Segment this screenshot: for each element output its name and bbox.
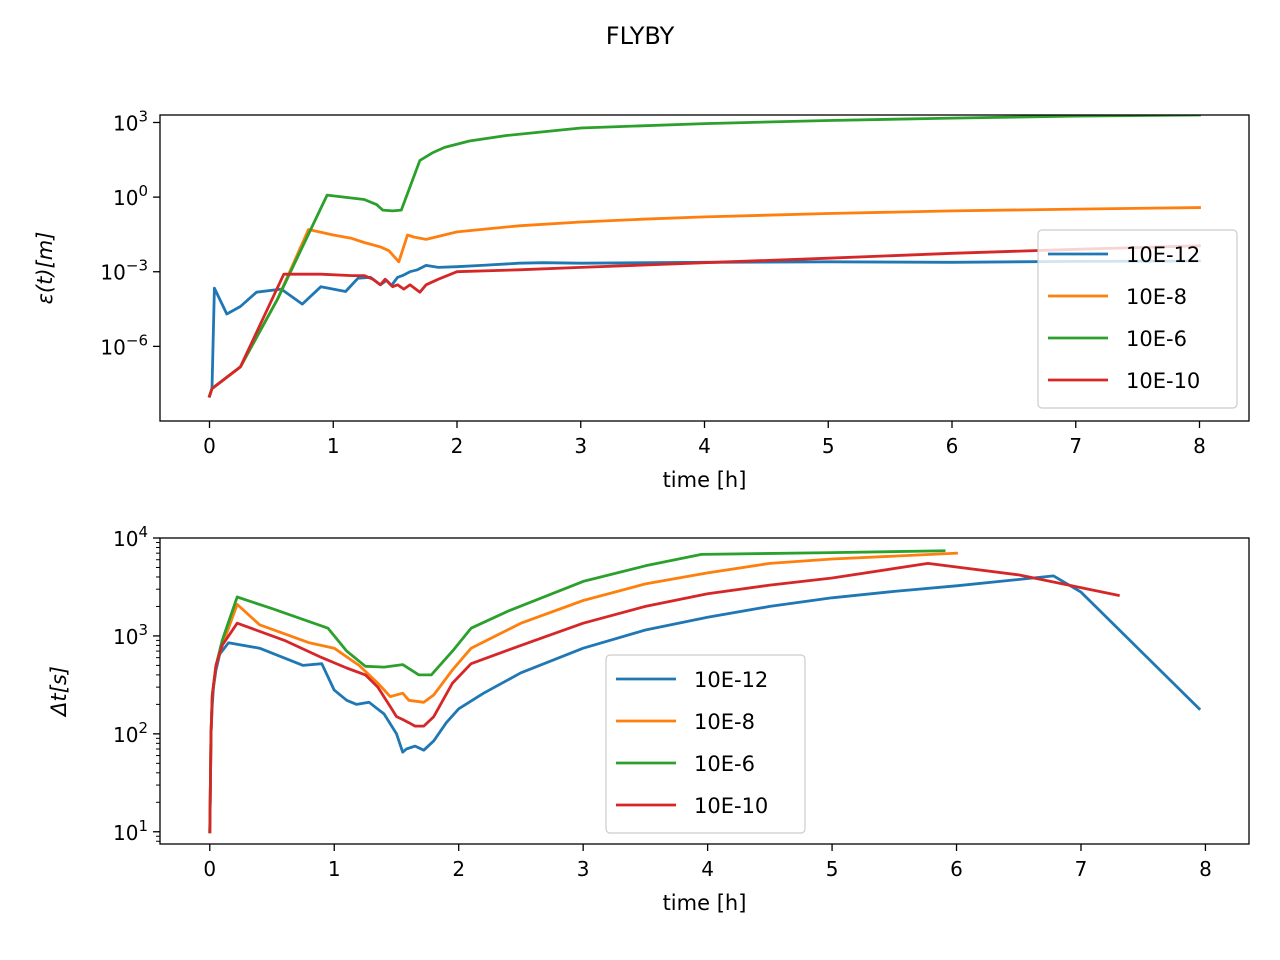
x-tick-label: 5 <box>826 857 839 881</box>
x-tick-label: 8 <box>1199 857 1212 881</box>
x-tick-label: 4 <box>701 857 714 881</box>
legend-label: 10E-12 <box>1126 243 1200 267</box>
x-tick-label: 0 <box>203 857 216 881</box>
x-tick-label: 4 <box>698 434 711 458</box>
y-tick-label: 102 <box>113 719 148 747</box>
series-line-10E-10 <box>208 562 1120 834</box>
legend-frame <box>605 654 806 834</box>
y-tick-label: 10−6 <box>100 331 148 359</box>
x-tick-label: 7 <box>1075 857 1088 881</box>
plot-lines <box>207 115 1201 398</box>
legend-label: 10E-10 <box>694 794 768 818</box>
legend: 10E-12 10E-8 10E-6 10E-10 <box>605 654 806 834</box>
y-axis-label: ε(t)[m] <box>33 232 57 305</box>
plot-lines <box>208 549 1202 834</box>
x-tick-label: 0 <box>203 434 216 458</box>
x-tick-label: 1 <box>328 857 341 881</box>
legend-label: 10E-12 <box>694 668 768 692</box>
y-tick-label: 101 <box>113 817 148 845</box>
series-line-10E-10 <box>207 244 1201 398</box>
y-tick-label: 104 <box>113 523 148 551</box>
legend: 10E-12 10E-8 10E-6 10E-10 <box>1037 229 1238 409</box>
x-axis-label: time [h] <box>663 468 747 492</box>
x-tick-label: 3 <box>577 857 590 881</box>
y-tick-label: 100 <box>113 182 148 210</box>
legend-label: 10E-8 <box>694 710 755 734</box>
x-axis-label: time [h] <box>663 891 747 915</box>
x-tick-label: 7 <box>1069 434 1082 458</box>
legend-frame <box>1037 229 1238 409</box>
x-tick-label: 6 <box>950 857 963 881</box>
figure-title: FLYBY <box>606 22 675 50</box>
x-tick-label: 2 <box>451 434 464 458</box>
y-axis-label: Δt[s] <box>47 666 71 718</box>
y-tick-label: 103 <box>113 621 148 649</box>
legend-label: 10E-10 <box>1126 369 1200 393</box>
y-tick-label: 10−3 <box>100 257 148 285</box>
x-tick-label: 8 <box>1193 434 1206 458</box>
legend-label: 10E-6 <box>694 752 755 776</box>
timestep-chart: 0 1 2 3 4 5 6 7 8 101 102 103 104 time [h] Δt[s] 10E-12… <box>47 523 1250 915</box>
y-tick-label: 103 <box>113 107 148 135</box>
legend-label: 10E-6 <box>1126 327 1187 351</box>
axes-frame <box>159 537 1250 845</box>
x-tick-label: 3 <box>574 434 587 458</box>
x-tick-label: 1 <box>327 434 340 458</box>
error-chart: 0 1 2 3 4 5 6 7 8 10−6 10−3 100 103 time [h] ε(t)[m] 10… <box>33 107 1250 492</box>
x-tick-label: 5 <box>822 434 835 458</box>
series-line-10E-12 <box>207 259 1201 398</box>
legend-label: 10E-8 <box>1126 285 1187 309</box>
x-tick-label: 2 <box>452 857 465 881</box>
x-tick-label: 6 <box>946 434 959 458</box>
series-line-10E-6 <box>207 115 1201 398</box>
